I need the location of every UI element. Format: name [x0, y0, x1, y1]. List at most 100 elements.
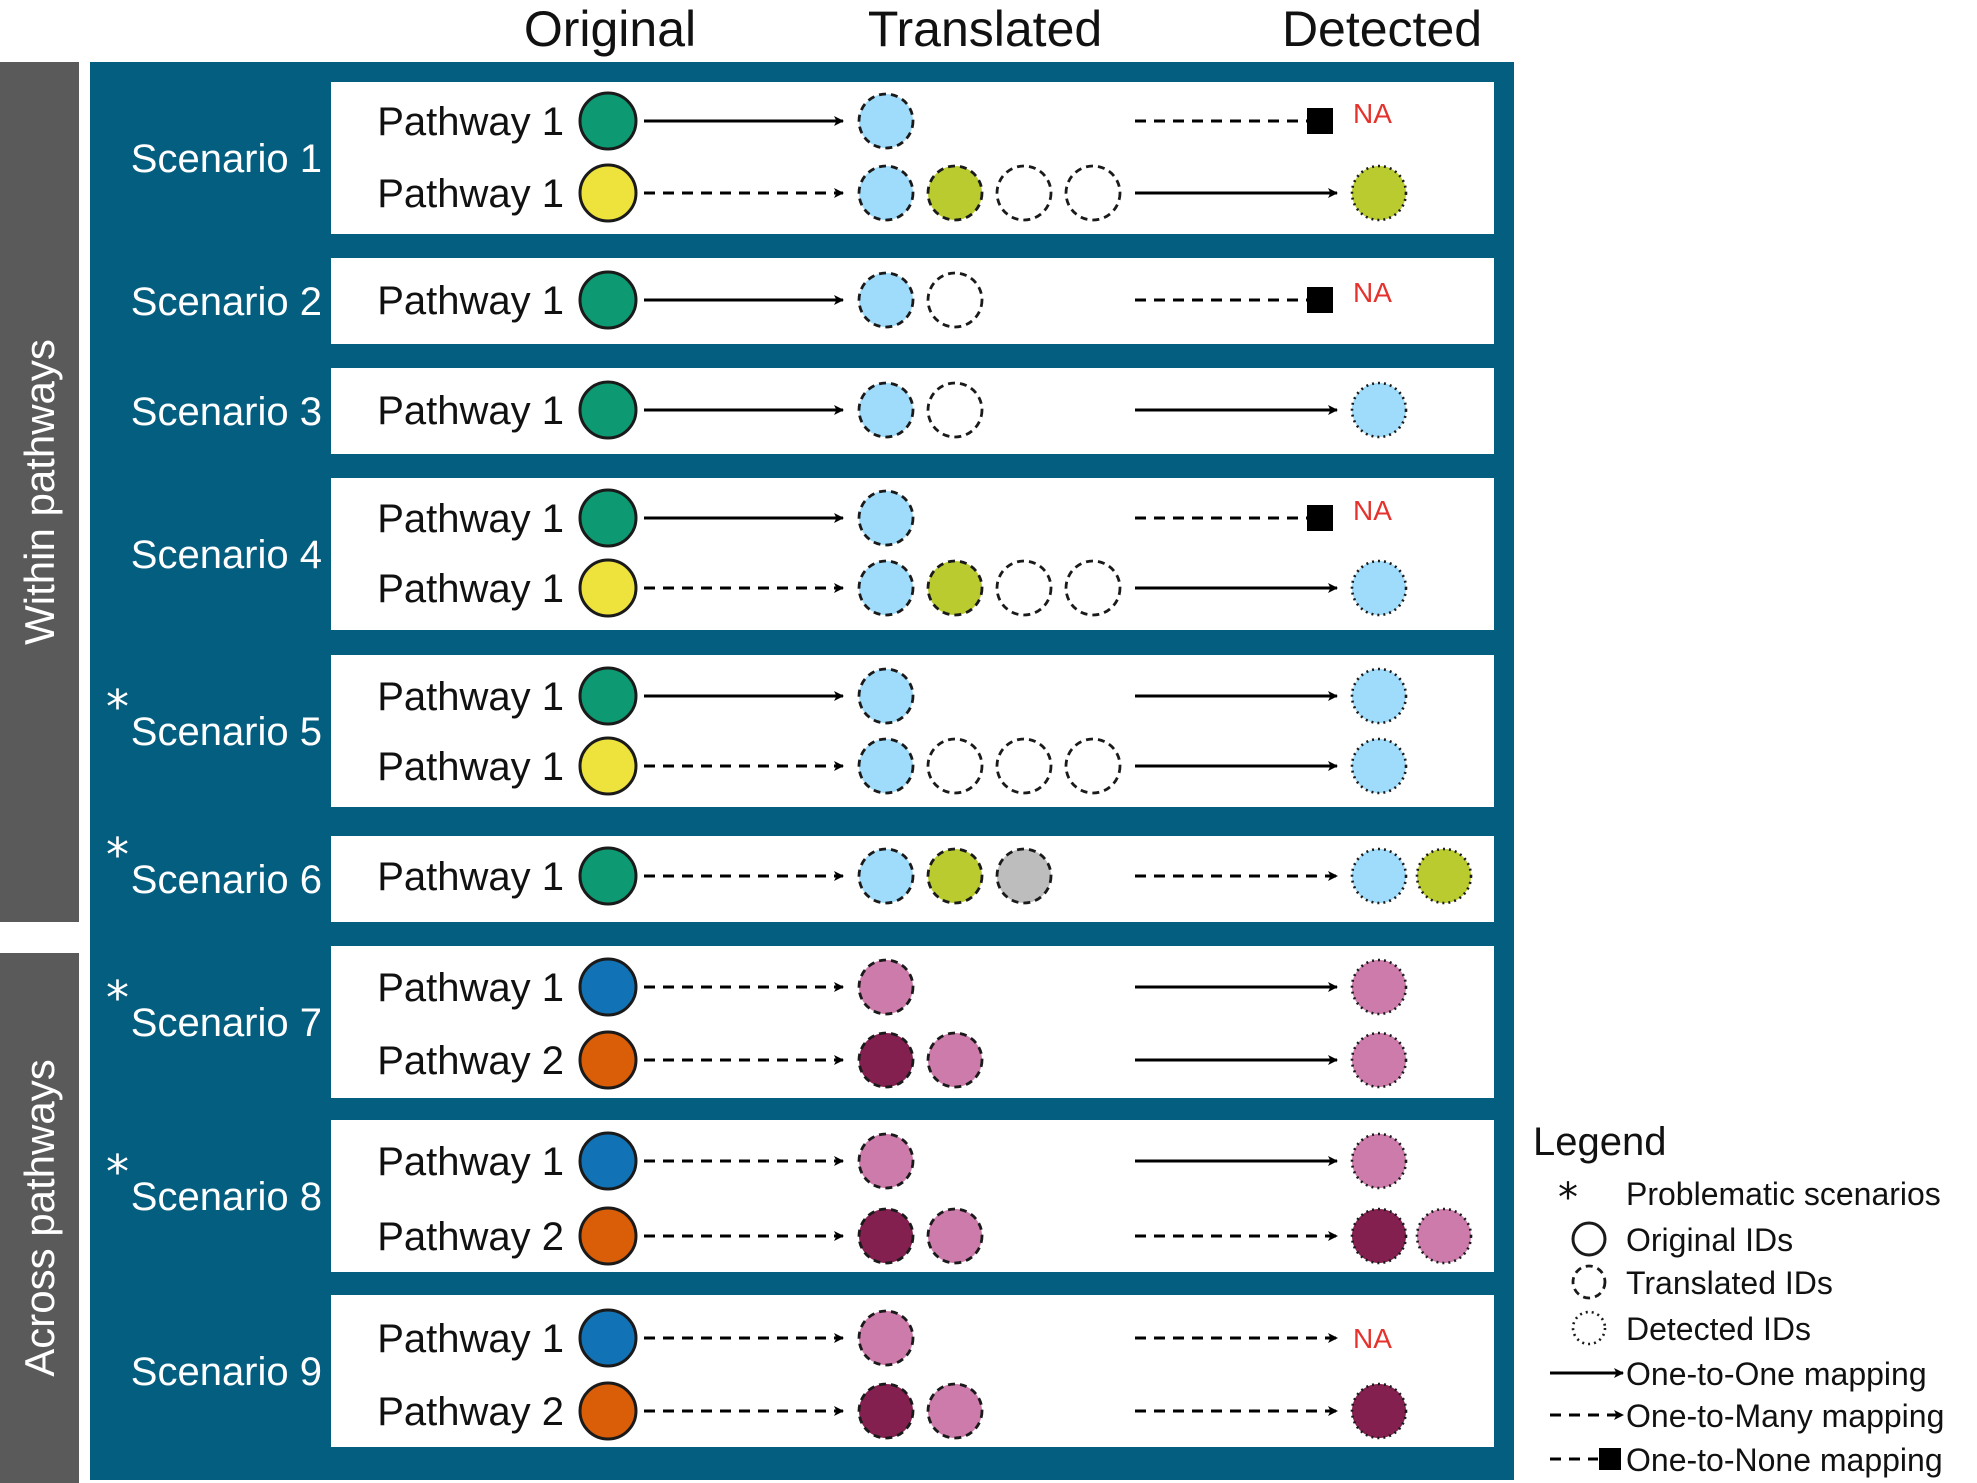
detected-id-circle — [1350, 559, 1408, 617]
scenario-frame — [331, 655, 1494, 807]
column-header-detected: Detected — [1282, 1, 1482, 57]
translated-id-circle — [857, 92, 915, 150]
scenario-label: Scenario 7 — [131, 1001, 322, 1045]
translated-id-circle — [857, 381, 915, 439]
pathway-label: Pathway 1 — [377, 567, 564, 611]
translated-id-circle — [926, 559, 984, 617]
original-id-circle — [578, 558, 638, 618]
detected-id-circle — [1350, 1382, 1408, 1440]
original-id-circle — [578, 846, 638, 906]
scenario-label: Scenario 3 — [131, 390, 322, 434]
scenario-2: Scenario 2 Pathway 1 NA — [131, 258, 1494, 344]
pathway-label: Pathway 1 — [377, 100, 564, 144]
legend-item-label: Detected IDs — [1626, 1311, 1811, 1347]
sidebar-label-within-pathways: Within pathways — [16, 339, 63, 645]
sidebar-across-pathways — [0, 953, 79, 1483]
pathway-label: Pathway 1 — [377, 745, 564, 789]
scenario-5: Scenario 5* Pathway 1 Pathway 1 — [106, 655, 1494, 807]
scenario-frame — [331, 946, 1494, 1098]
pathway-label: Pathway 1 — [377, 855, 564, 899]
translated-id-circle — [857, 1382, 915, 1440]
legend-item-translated: Translated IDs — [1571, 1264, 1833, 1301]
sidebar-within-pathways — [0, 62, 79, 922]
scenario-label: Scenario 1 — [131, 137, 322, 181]
scenario-frame — [331, 1295, 1494, 1447]
translated-id-circle — [857, 958, 915, 1016]
original-id-circle — [578, 736, 638, 796]
translated-id-circle — [995, 164, 1053, 222]
translated-id-circle — [857, 737, 915, 795]
translated-id-circle — [857, 489, 915, 547]
translated-id-circle — [995, 737, 1053, 795]
translated-circle-icon — [1571, 1264, 1607, 1300]
legend-item-label: One-to-One mapping — [1626, 1356, 1927, 1392]
scenario-9: Scenario 9 Pathway 1 NA Pathway 2 — [131, 1295, 1494, 1447]
translated-id-circle — [857, 164, 915, 222]
problematic-star-icon: * — [106, 828, 129, 882]
translated-id-circle — [857, 1031, 915, 1089]
translated-id-circle — [926, 1031, 984, 1089]
original-id-circle — [578, 1131, 638, 1191]
detected-id-circle — [1350, 1132, 1408, 1190]
scenario-8: Scenario 8* Pathway 1 Pathway 2 — [106, 1120, 1494, 1272]
column-header-original: Original — [524, 1, 696, 57]
translated-id-circle — [857, 271, 915, 329]
scenario-label: Scenario 2 — [131, 280, 322, 324]
star-icon: * — [1558, 1175, 1578, 1221]
problematic-star-icon: * — [106, 1145, 129, 1199]
original-id-circle — [578, 270, 638, 330]
scenario-label: Scenario 6 — [131, 858, 322, 902]
translated-id-circle — [926, 1207, 984, 1265]
detected-id-circle — [1350, 1207, 1408, 1265]
legend-item-label: One-to-Many mapping — [1626, 1398, 1944, 1434]
problematic-star-icon: * — [106, 971, 129, 1025]
translated-id-circle — [926, 1382, 984, 1440]
scenario-label: Scenario 9 — [131, 1350, 322, 1394]
original-id-circle — [578, 1381, 638, 1441]
legend-item-star: * Problematic scenarios — [1558, 1175, 1941, 1221]
scenario-6: Scenario 6* Pathway 1 — [106, 828, 1494, 922]
translated-id-circle — [995, 847, 1053, 905]
pathway-label: Pathway 2 — [377, 1039, 564, 1083]
none-square-icon — [1307, 505, 1333, 531]
original-id-circle — [578, 957, 638, 1017]
scenario-7: Scenario 7* Pathway 1 Pathway 2 — [106, 946, 1494, 1098]
pathway-label: Pathway 1 — [377, 172, 564, 216]
detected-id-circle — [1415, 847, 1473, 905]
detected-id-circle — [1415, 1207, 1473, 1265]
legend-item-label: Problematic scenarios — [1626, 1176, 1941, 1212]
detected-id-circle — [1350, 847, 1408, 905]
legend-item-one-to-many: One-to-Many mapping — [1550, 1398, 1944, 1434]
legend-item-original: Original IDs — [1571, 1221, 1793, 1258]
pathway-label: Pathway 1 — [377, 389, 564, 433]
pathway-label: Pathway 2 — [377, 1215, 564, 1259]
legend: Legend * Problematic scenarios Original ID… — [1533, 1120, 1944, 1478]
scenario-1: Scenario 1 Pathway 1 NA Pathway 1 — [131, 82, 1494, 234]
original-id-circle — [578, 163, 638, 223]
detected-id-circle — [1350, 164, 1408, 222]
translated-id-circle — [857, 1207, 915, 1265]
original-id-circle — [578, 666, 638, 726]
pathway-label: Pathway 1 — [377, 1317, 564, 1361]
na-label: NA — [1353, 495, 1392, 526]
scenario-frame — [331, 1120, 1494, 1272]
original-id-circle — [578, 91, 638, 151]
original-id-circle — [578, 380, 638, 440]
translated-id-circle — [926, 164, 984, 222]
translated-id-circle — [926, 847, 984, 905]
translated-id-circle — [1064, 559, 1122, 617]
translated-id-circle — [926, 737, 984, 795]
translated-id-circle — [857, 667, 915, 725]
na-label: NA — [1353, 277, 1392, 308]
original-id-circle — [578, 488, 638, 548]
detected-id-circle — [1350, 381, 1408, 439]
pathway-label: Pathway 2 — [377, 1390, 564, 1434]
na-label: NA — [1353, 98, 1392, 129]
scenario-label: Scenario 8 — [131, 1175, 322, 1219]
detected-id-circle — [1350, 737, 1408, 795]
translated-id-circle — [857, 559, 915, 617]
pathway-label: Pathway 1 — [377, 279, 564, 323]
legend-item-detected: Detected IDs — [1571, 1310, 1811, 1347]
